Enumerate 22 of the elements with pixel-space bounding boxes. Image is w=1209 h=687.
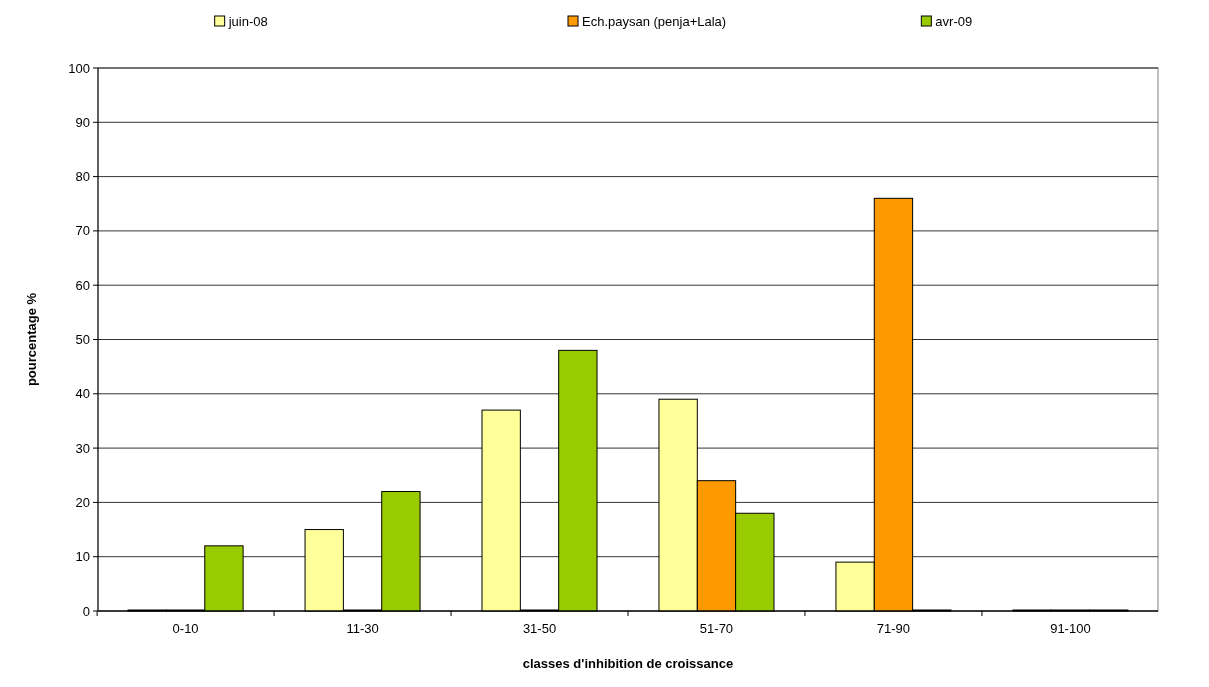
y-tick-label: 70 <box>75 223 90 239</box>
y-tick-label: 40 <box>75 386 90 402</box>
y-tick-label: 60 <box>75 277 90 293</box>
y-tick-label: 30 <box>75 440 90 456</box>
legend-label: Ech.paysan (penja+Lala) <box>582 14 727 29</box>
x-tick-label: 71-90 <box>876 621 911 636</box>
x-tick-label: 0-10 <box>172 621 199 636</box>
x-tick-label: 91-100 <box>1050 621 1091 636</box>
y-tick-label: 80 <box>75 169 90 185</box>
x-tick-label: 51-70 <box>699 621 734 636</box>
y-tick-label: 90 <box>75 114 90 130</box>
y-tick-label: 20 <box>75 494 90 510</box>
y-tick-label: 10 <box>75 549 90 565</box>
y-tick-label: 0 <box>82 603 90 619</box>
legend-label: avr-09 <box>935 14 973 29</box>
y-axis-title: pourcentage % <box>24 292 39 387</box>
x-tick-label: 11-30 <box>346 621 379 636</box>
y-tick-label: 100 <box>68 60 90 76</box>
x-axis-title: classes d'inhibition de croissance <box>522 656 734 671</box>
x-tick-label: 31-50 <box>522 621 557 636</box>
y-tick-label: 50 <box>75 332 90 348</box>
legend-label: juin-08 <box>227 14 268 29</box>
